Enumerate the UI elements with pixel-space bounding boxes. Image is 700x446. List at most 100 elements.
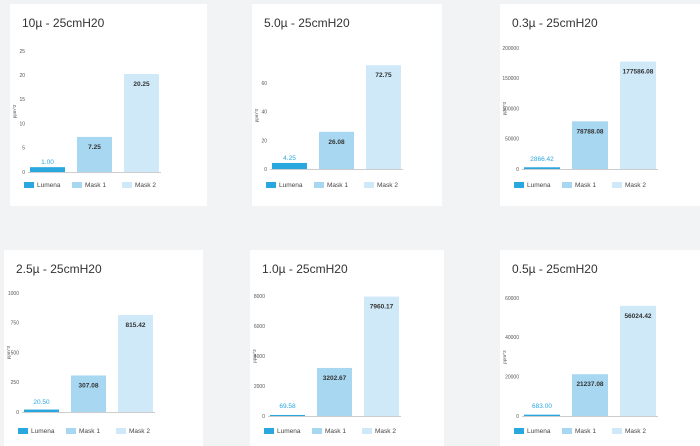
bar-mask-1: [317, 367, 352, 416]
bar-mask-2: [620, 61, 656, 169]
bar-value-label: 78788.08: [576, 128, 603, 135]
bar-value-label: 2866.42: [530, 156, 554, 163]
bar-value-label: 7960.17: [370, 304, 394, 311]
chart-panel-4: 2.5µ - 25cmH20 0 250 500 750 1000 ppm^3 20.50 3…: [4, 250, 203, 446]
chart-title: 0.5µ - 25cmH20: [512, 262, 598, 276]
bar-lumena: [30, 167, 65, 172]
legend-swatch-mask-2: [612, 182, 622, 188]
bar-value-label: 815.42: [126, 322, 146, 329]
bar-mask-2: [620, 305, 656, 416]
chart-svg: 0 5 10 15 20 25 ppm^3 1.00 7.25 20.25 Lumena Mask 1…: [12, 49, 161, 189]
legend-swatch-mask-1: [562, 428, 572, 434]
legend-label: Mask 2: [135, 182, 156, 189]
bar-value-label: 177586.08: [623, 69, 654, 76]
legend-swatch-mask-2: [364, 182, 374, 188]
legend-swatch-lumena: [266, 182, 276, 188]
y-tick-label: 40: [261, 110, 267, 116]
legend-label: Mask 1: [575, 428, 596, 435]
legend-label: Mask 2: [377, 182, 398, 189]
legend-swatch-lumena: [24, 182, 34, 188]
y-tick-label: 60000: [505, 296, 519, 302]
y-tick-label: 0: [16, 410, 19, 416]
legend-swatch-mask-1: [312, 428, 322, 434]
legend-swatch-lumena: [264, 428, 274, 434]
legend-label: Lumena: [31, 428, 55, 435]
chart-svg: 0 20000 40000 60000 ppm^3 683.00 21237.08 56024…: [502, 296, 658, 435]
legend-label: Lumena: [527, 428, 551, 435]
y-axis-label: ppm^3: [502, 101, 507, 115]
legend-label: Mask 2: [375, 428, 396, 435]
y-tick-label: 15: [19, 97, 25, 103]
legend-swatch-mask-2: [116, 428, 126, 434]
bar-value-label: 4.25: [283, 155, 296, 162]
chart-panel-6: 0.5µ - 25cmH20 0 20000 40000 60000 ppm^3 683.…: [500, 250, 700, 446]
y-tick-label: 100000: [502, 106, 519, 112]
y-tick-label: 750: [11, 321, 20, 327]
y-tick-label: 60: [261, 81, 267, 87]
legend-label: Mask 1: [575, 182, 596, 189]
legend-swatch-lumena: [514, 182, 524, 188]
y-tick-label: 40000: [505, 335, 519, 341]
y-axis-label: ppm^3: [6, 345, 11, 359]
y-tick-label: 200000: [502, 46, 519, 52]
chart-svg: 0 2000 4000 6000 8000 ppm^3 69.58 3202.67 7960.1…: [252, 294, 401, 435]
y-axis-label: ppm^3: [502, 350, 507, 364]
y-tick-label: 8000: [254, 294, 265, 300]
y-tick-label: 50000: [505, 137, 519, 143]
legend-swatch-mask-2: [362, 428, 372, 434]
y-tick-label: 0: [516, 414, 519, 420]
chart-panel-1: 10µ - 25cmH20 0 5 10 15 20 25 ppm^3 1.00 7.25 20.…: [10, 4, 207, 206]
bar-mask-1: [71, 375, 106, 412]
bar-value-label: 7.25: [88, 144, 101, 151]
chart-panel-3: 0.3µ - 25cmH20 0 50000 100000 150000 200000 p…: [500, 4, 700, 206]
bar-value-label: 26.08: [328, 139, 345, 146]
legend-swatch-mask-1: [314, 182, 324, 188]
y-tick-label: 6000: [254, 324, 265, 330]
y-tick-label: 2000: [254, 384, 265, 390]
bar-value-label: 20.50: [33, 399, 50, 406]
bar-mask-2: [118, 314, 153, 412]
legend-swatch-lumena: [514, 428, 524, 434]
bar-lumena: [24, 409, 59, 412]
bar-mask-2: [124, 73, 159, 172]
y-tick-label: 25: [19, 49, 25, 55]
chart-title: 10µ - 25cmH20: [22, 16, 105, 30]
y-tick-label: 20000: [505, 374, 519, 380]
y-tick-label: 0: [264, 167, 267, 173]
y-tick-label: 0: [262, 414, 265, 420]
legend-label: Lumena: [279, 182, 303, 189]
bar-value-label: 21237.08: [576, 381, 603, 388]
bar-value-label: 1.00: [41, 159, 54, 166]
y-tick-label: 1000: [8, 291, 19, 297]
chart-title: 5.0µ - 25cmH20: [264, 16, 350, 30]
y-tick-label: 5: [22, 146, 25, 152]
legend-label: Mask 1: [325, 428, 346, 435]
bar-lumena: [272, 162, 307, 169]
legend-label: Lumena: [37, 182, 61, 189]
legend-swatch-mask-2: [612, 428, 622, 434]
y-axis-label: ppm^3: [254, 108, 259, 122]
bar-lumena: [270, 414, 305, 416]
y-tick-label: 0: [516, 167, 519, 173]
legend-label: Mask 1: [327, 182, 348, 189]
y-axis-label: ppm^3: [252, 349, 257, 363]
y-tick-label: 0: [22, 170, 25, 176]
bar-value-label: 72.75: [375, 72, 392, 79]
legend-label: Mask 1: [79, 428, 100, 435]
chart-title: 1.0µ - 25cmH20: [262, 262, 348, 276]
y-tick-label: 150000: [502, 76, 519, 82]
bar-mask-1: [572, 121, 608, 169]
chart-svg: 0 20 40 60 ppm^3 4.25 26.08 72.75 Lumena Mask 1 Ma…: [254, 65, 403, 189]
bar-value-label: 683.00: [532, 403, 552, 410]
chart-title: 2.5µ - 25cmH20: [16, 262, 102, 276]
legend-label: Lumena: [277, 428, 301, 435]
chart-svg: 0 250 500 750 1000 ppm^3 20.50 307.08 815.42 Lume…: [6, 291, 155, 435]
legend-label: Mask 1: [85, 182, 106, 189]
legend-swatch-mask-1: [562, 182, 572, 188]
bar-mask-1: [319, 131, 354, 169]
chart-panel-5: 1.0µ - 25cmH20 0 2000 4000 6000 8000 ppm^3 69.…: [250, 250, 444, 446]
bar-mask-1: [77, 136, 112, 172]
y-tick-label: 500: [11, 350, 20, 356]
y-tick-label: 4000: [254, 354, 265, 360]
y-tick-label: 20: [19, 73, 25, 79]
